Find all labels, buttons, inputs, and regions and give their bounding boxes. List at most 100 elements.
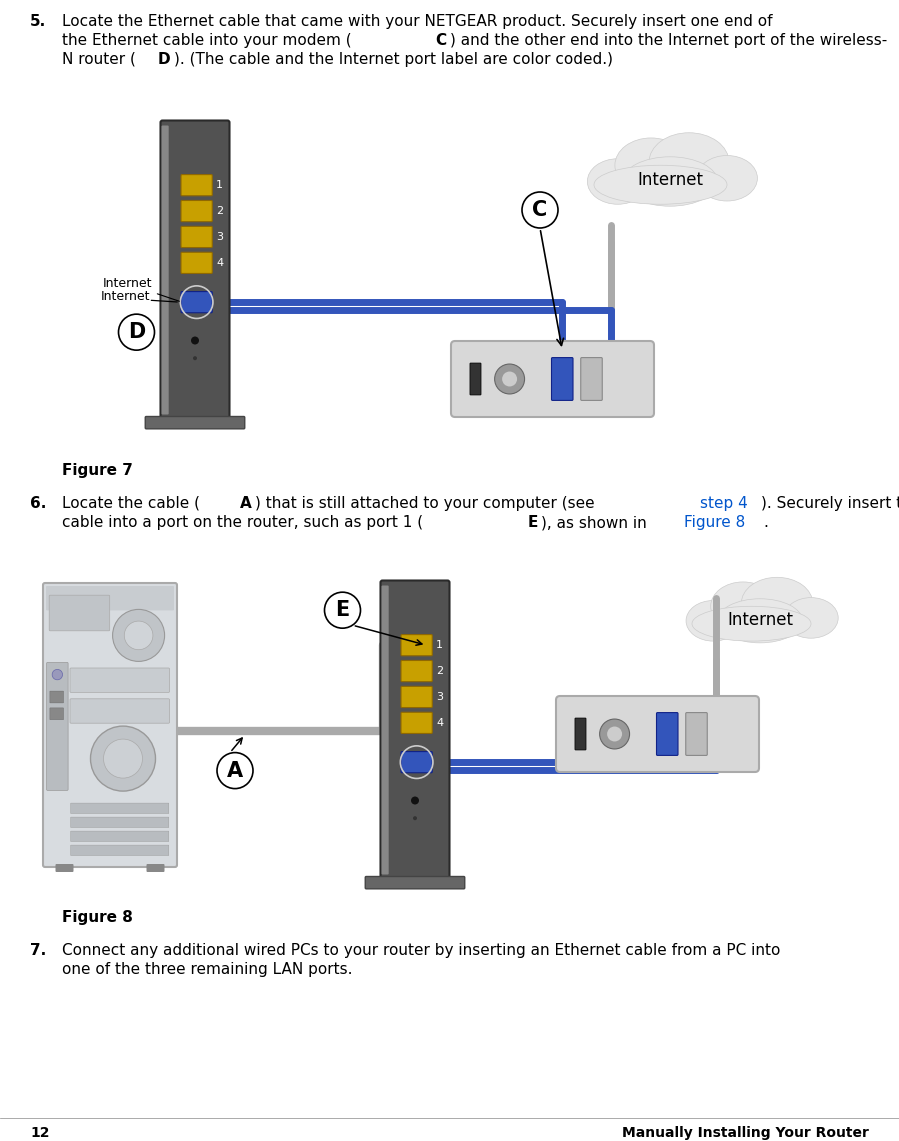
FancyBboxPatch shape [181,252,212,274]
FancyBboxPatch shape [401,752,432,772]
FancyBboxPatch shape [656,713,678,755]
FancyBboxPatch shape [401,634,432,656]
Text: 2: 2 [217,207,223,216]
Ellipse shape [692,606,811,641]
Text: D: D [128,322,145,342]
Circle shape [52,670,63,680]
Circle shape [191,337,199,345]
FancyBboxPatch shape [70,698,170,723]
Circle shape [413,816,417,820]
Text: A: A [227,761,243,780]
Circle shape [325,592,360,629]
Text: Figure 8: Figure 8 [684,515,745,531]
Ellipse shape [594,165,727,204]
FancyBboxPatch shape [451,341,654,416]
FancyBboxPatch shape [581,357,602,400]
Text: Internet: Internet [101,290,150,304]
Ellipse shape [784,598,838,638]
FancyBboxPatch shape [147,864,165,872]
FancyBboxPatch shape [470,363,481,395]
Text: N router (: N router ( [62,52,136,67]
Circle shape [112,609,165,662]
Text: 7.: 7. [30,942,46,958]
Ellipse shape [587,159,648,204]
Ellipse shape [615,138,687,193]
Ellipse shape [649,132,729,192]
FancyBboxPatch shape [71,831,169,842]
Ellipse shape [697,155,757,201]
FancyBboxPatch shape [49,596,110,631]
Text: A: A [240,496,252,511]
Text: step 4: step 4 [699,496,747,511]
Circle shape [193,356,197,361]
Circle shape [522,192,558,228]
FancyBboxPatch shape [71,803,169,814]
Text: 4: 4 [217,258,223,268]
Text: Locate the Ethernet cable that came with your NETGEAR product. Securely insert o: Locate the Ethernet cable that came with… [62,14,772,29]
FancyBboxPatch shape [71,845,169,856]
Text: 1: 1 [217,180,223,191]
Text: 5.: 5. [30,14,46,29]
FancyBboxPatch shape [181,226,212,248]
Circle shape [600,719,629,748]
FancyBboxPatch shape [181,292,212,313]
Text: 4: 4 [436,718,443,728]
Circle shape [503,372,517,387]
Text: 3: 3 [436,691,443,702]
Text: ), as shown in: ), as shown in [541,515,652,531]
Text: E: E [528,515,539,531]
FancyBboxPatch shape [575,718,586,750]
Circle shape [607,727,622,742]
FancyBboxPatch shape [162,126,169,414]
Text: 3: 3 [217,232,223,242]
FancyBboxPatch shape [686,713,708,755]
FancyBboxPatch shape [181,201,212,221]
Text: Internet: Internet [102,277,180,301]
Text: cable into a port on the router, such as port 1 (: cable into a port on the router, such as… [62,515,423,531]
Text: one of the three remaining LAN ports.: one of the three remaining LAN ports. [62,962,352,977]
Text: Connect any additional wired PCs to your router by inserting an Ethernet cable f: Connect any additional wired PCs to your… [62,942,780,958]
Text: Locate the cable (: Locate the cable ( [62,496,200,511]
FancyBboxPatch shape [47,663,68,791]
FancyBboxPatch shape [380,581,450,880]
Circle shape [494,364,524,394]
Ellipse shape [717,599,803,642]
Circle shape [91,726,156,791]
Circle shape [411,796,419,804]
FancyBboxPatch shape [46,586,174,610]
FancyBboxPatch shape [181,175,212,196]
FancyBboxPatch shape [401,712,432,734]
FancyBboxPatch shape [50,691,64,703]
Text: ) that is still attached to your computer (see: ) that is still attached to your compute… [255,496,600,511]
FancyBboxPatch shape [551,357,573,400]
Ellipse shape [686,600,741,641]
Circle shape [103,739,143,778]
FancyBboxPatch shape [381,585,388,874]
Text: 6.: 6. [30,496,47,511]
Text: C: C [436,33,447,48]
Text: ) and the other end into the Internet port of the wireless-: ) and the other end into the Internet po… [450,33,887,48]
Text: 2: 2 [436,666,443,677]
Ellipse shape [711,582,775,631]
Ellipse shape [742,577,813,630]
FancyBboxPatch shape [401,687,432,707]
FancyBboxPatch shape [43,583,177,867]
Circle shape [217,753,253,788]
Text: C: C [532,200,547,220]
FancyBboxPatch shape [146,416,245,429]
Text: E: E [335,600,350,621]
Text: ). Securely insert that: ). Securely insert that [761,496,899,511]
FancyBboxPatch shape [70,667,170,693]
Text: Manually Installing Your Router: Manually Installing Your Router [622,1126,869,1140]
Text: ). (The cable and the Internet port label are color coded.): ). (The cable and the Internet port labe… [174,52,612,67]
Circle shape [119,314,155,350]
FancyBboxPatch shape [365,876,465,889]
FancyBboxPatch shape [56,864,74,872]
Text: Internet: Internet [637,171,703,189]
FancyBboxPatch shape [50,707,64,720]
FancyBboxPatch shape [556,696,759,772]
Ellipse shape [622,156,717,207]
Text: Internet: Internet [727,610,793,629]
Text: D: D [157,52,170,67]
Text: Figure 7: Figure 7 [62,463,133,478]
